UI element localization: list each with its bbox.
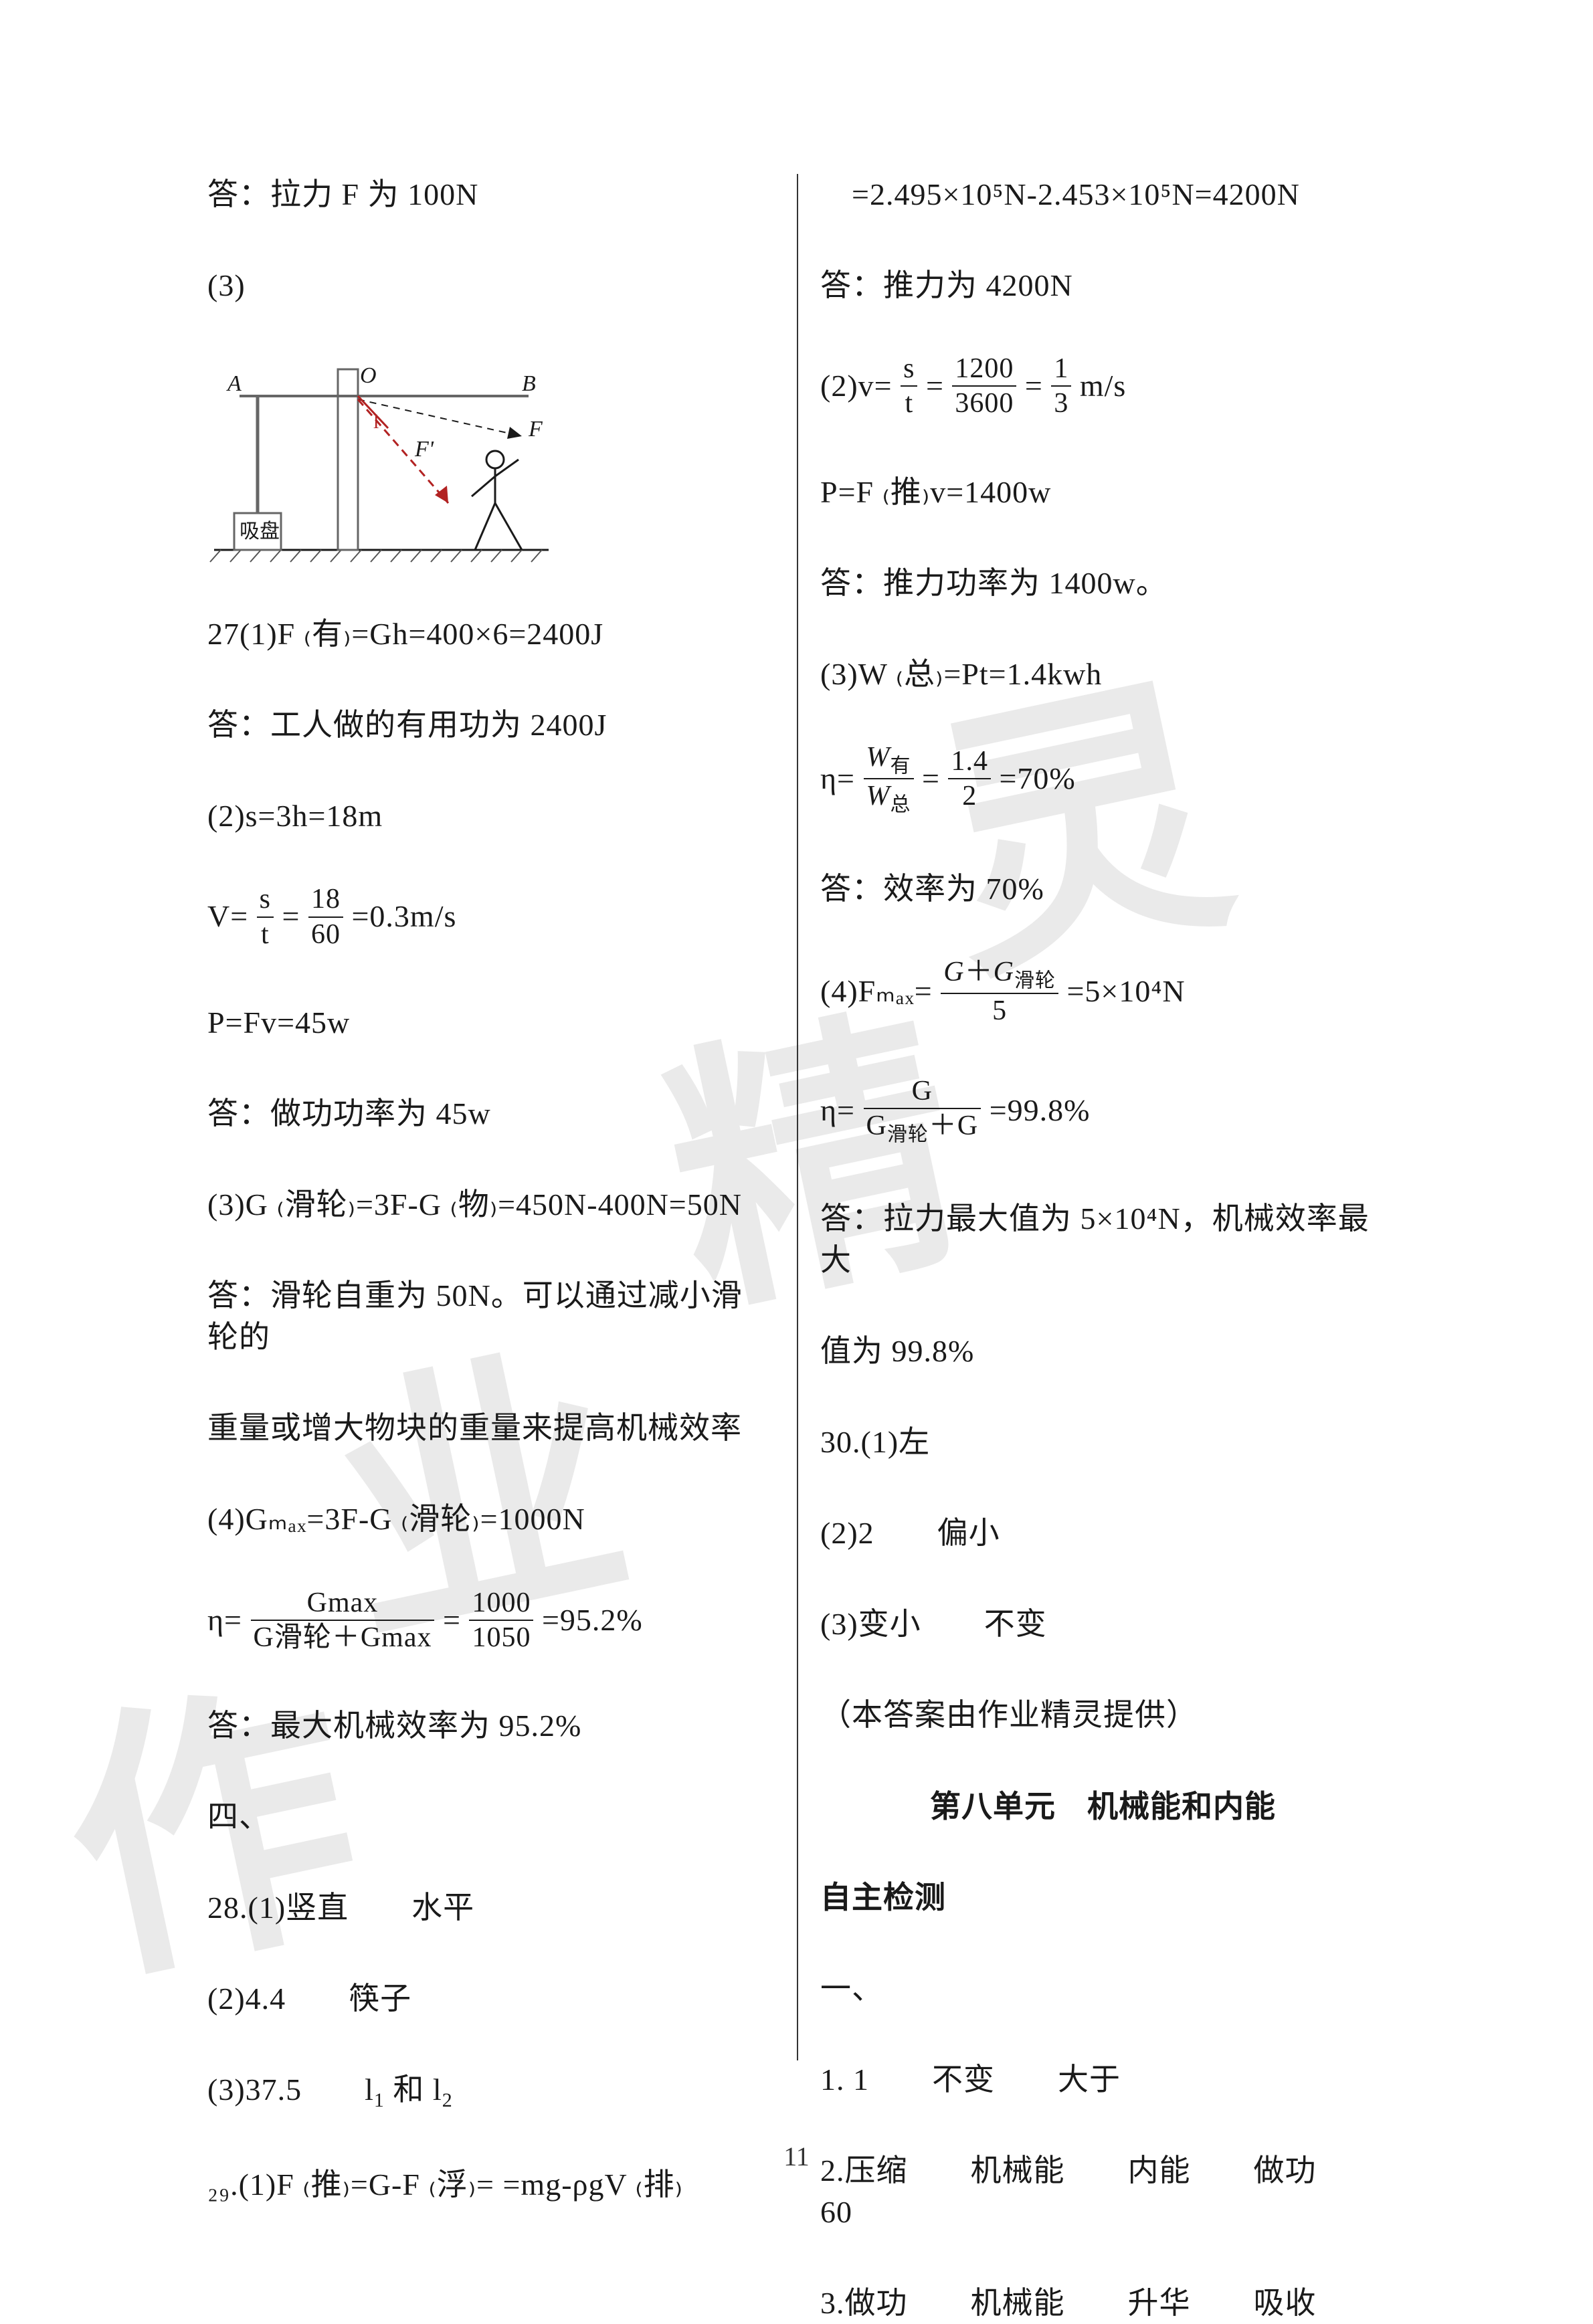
pre: V=: [207, 899, 248, 933]
physics-diagram: 吸盘 A O B F l F': [207, 356, 773, 573]
text-line: (3)G ₍滑轮₎=3F-G ₍物₎=450N-400N=50N: [207, 1184, 773, 1226]
text-line: 30.(1)左: [820, 1422, 1386, 1463]
formula-line: (2)v= st = 12003600 = 13 m/s: [820, 356, 1386, 421]
text-line: (2)2 偏小: [820, 1513, 1386, 1554]
pre: (4)Fₘₐₓ=: [820, 974, 933, 1008]
fraction: 13: [1051, 353, 1071, 419]
text-line: 1. 1 不变 大于: [820, 2059, 1386, 2101]
fraction: 1860: [308, 884, 343, 949]
fraction: st: [901, 353, 917, 419]
formula-line: η= W有W总 = 1.42 =70%: [820, 745, 1386, 819]
text-line: 一、: [820, 1968, 1386, 2010]
text-line: 答：拉力最大值为 5×10⁴N，机械效率最大: [820, 1198, 1386, 1281]
two-column-layout: 答：拉力 F 为 100N (3): [207, 174, 1386, 2119]
lever-diagram-svg: 吸盘 A O B F l F': [207, 356, 555, 570]
text-line: 3.做功 机械能 升华 吸收: [820, 2283, 1386, 2324]
fraction: GmaxG滑轮＋Gmax: [251, 1587, 435, 1653]
label-F: F: [528, 417, 543, 442]
text-line: (3)变小 不变: [820, 1604, 1386, 1645]
post: m/s: [1080, 369, 1126, 403]
text-line: 答：做功功率为 45w: [207, 1093, 773, 1135]
text-line: 重量或增大物块的重量来提高机械效率: [207, 1408, 773, 1449]
formula-line: η= GG滑轮＋G =99.8%: [820, 1078, 1386, 1149]
fraction: st: [257, 884, 274, 949]
text-line: 值为 99.8%: [820, 1331, 1386, 1372]
fraction: 1.42: [948, 746, 991, 811]
text-line: 四、: [207, 1796, 773, 1838]
left-column: 答：拉力 F 为 100N (3): [207, 174, 773, 2119]
eq: =: [1025, 369, 1043, 403]
text-line: 答：滑轮自重为 50N。可以通过减小滑轮的: [207, 1275, 773, 1358]
text-line: 答：效率为 70%: [820, 868, 1386, 910]
post: =5×10⁴N: [1066, 974, 1185, 1008]
label-Fprime: F': [414, 437, 434, 462]
fraction: G＋G滑轮5: [941, 957, 1058, 1027]
eq: =: [922, 761, 940, 795]
pre: (2)v=: [820, 369, 893, 403]
t: 和 l: [393, 2072, 442, 2107]
text-line: （本答案由作业精灵提供）: [820, 1694, 1386, 1736]
text-line: (4)Gₘₐₓ=3F-G ₍滑轮₎=1000N: [207, 1498, 773, 1540]
text-line: 答：推力功率为 1400w。: [820, 563, 1386, 604]
text-line: (3)W ₍总₎=Pt=1.4kwh: [820, 654, 1386, 695]
text-line: (2)s=3h=18m: [207, 795, 773, 837]
text-line: 28.(1)竖直 水平: [207, 1887, 773, 1929]
text-line: 27(1)F ₍有₎=Gh=400×6=2400J: [207, 613, 773, 655]
pre: η=: [207, 1602, 242, 1636]
pre: η=: [820, 761, 855, 795]
column-divider: [797, 174, 798, 2060]
text-line: 答：工人做的有用功为 2400J: [207, 704, 773, 746]
label-B: B: [522, 371, 536, 396]
fraction: W有W总: [864, 742, 914, 816]
label-O: O: [360, 363, 377, 388]
text-line: 答：拉力 F 为 100N: [207, 174, 773, 215]
label-xipan: 吸盘: [240, 520, 280, 543]
formula-line: (4)Fₘₐₓ= G＋G滑轮5 =5×10⁴N: [820, 959, 1386, 1030]
formula-line: η= GmaxG滑轮＋Gmax = 10001050 =95.2%: [207, 1590, 773, 1656]
right-column: =2.495×10⁵N-2.453×10⁵N=4200N 答：推力为 4200N…: [820, 174, 1386, 2119]
text-line: P=Fv=45w: [207, 1002, 773, 1044]
text-line: =2.495×10⁵N-2.453×10⁵N=4200N: [820, 174, 1386, 215]
fraction: 10001050: [469, 1587, 533, 1653]
post: =95.2%: [542, 1602, 643, 1636]
section-heading: 自主检测: [820, 1877, 1386, 1919]
fraction: 12003600: [952, 353, 1016, 419]
text-line: P=F ₍推₎v=1400w: [820, 472, 1386, 513]
fraction: GG滑轮＋G: [864, 1076, 981, 1146]
post: =0.3m/s: [351, 899, 456, 933]
text-line: 答：最大机械效率为 95.2%: [207, 1705, 773, 1747]
t: (3)37.5 l: [207, 2072, 374, 2107]
post: =70%: [999, 761, 1075, 795]
label-l: l: [373, 411, 379, 433]
pre: η=: [820, 1093, 855, 1127]
post: =99.8%: [990, 1093, 1091, 1127]
unit-heading: 第八单元 机械能和内能: [820, 1786, 1386, 1828]
eq: =: [926, 369, 944, 403]
page-number: 11: [0, 2141, 1593, 2172]
formula-line: V= st = 1860 =0.3m/s: [207, 886, 773, 952]
text-line: 答：推力为 4200N: [820, 265, 1386, 306]
eq: =: [282, 899, 300, 933]
text-line: (3)37.5 l1 和 l2: [207, 2069, 773, 2115]
eq: =: [443, 1602, 461, 1636]
text-line: (2)4.4 筷子: [207, 1978, 773, 2020]
text-line: (3): [207, 265, 773, 306]
page: 灵 精 业 作 答：拉力 F 为 100N (3): [0, 0, 1593, 2252]
label-A: A: [226, 371, 242, 396]
